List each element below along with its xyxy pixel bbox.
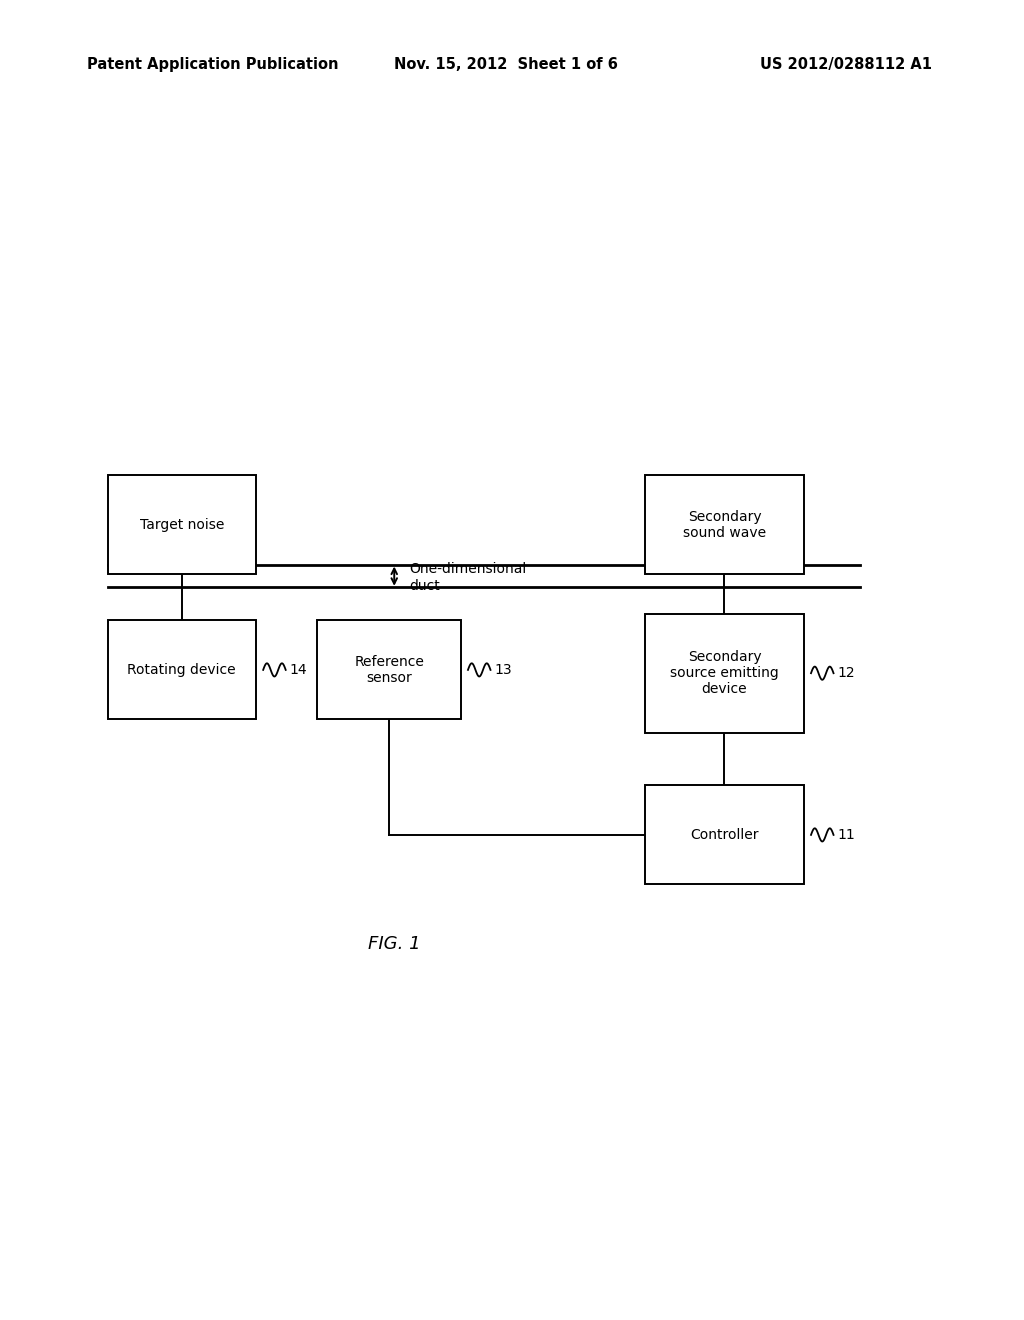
Text: Controller: Controller bbox=[690, 828, 759, 842]
Text: Rotating device: Rotating device bbox=[127, 663, 237, 677]
FancyBboxPatch shape bbox=[645, 614, 804, 733]
Text: US 2012/0288112 A1: US 2012/0288112 A1 bbox=[760, 57, 932, 71]
Text: FIG. 1: FIG. 1 bbox=[368, 935, 421, 953]
Text: Reference
sensor: Reference sensor bbox=[354, 655, 424, 685]
Text: 11: 11 bbox=[838, 828, 855, 842]
Text: Nov. 15, 2012  Sheet 1 of 6: Nov. 15, 2012 Sheet 1 of 6 bbox=[394, 57, 618, 71]
Text: Patent Application Publication: Patent Application Publication bbox=[87, 57, 339, 71]
FancyBboxPatch shape bbox=[108, 475, 256, 574]
Text: 12: 12 bbox=[838, 667, 855, 680]
FancyBboxPatch shape bbox=[645, 475, 804, 574]
Text: Secondary
source emitting
device: Secondary source emitting device bbox=[670, 649, 779, 697]
FancyBboxPatch shape bbox=[645, 785, 804, 884]
FancyBboxPatch shape bbox=[317, 620, 461, 719]
FancyBboxPatch shape bbox=[108, 620, 256, 719]
Text: Target noise: Target noise bbox=[139, 517, 224, 532]
Text: 14: 14 bbox=[290, 663, 307, 677]
Text: One-dimensional
duct: One-dimensional duct bbox=[410, 562, 527, 593]
Text: Secondary
sound wave: Secondary sound wave bbox=[683, 510, 766, 540]
Text: 13: 13 bbox=[495, 663, 512, 677]
